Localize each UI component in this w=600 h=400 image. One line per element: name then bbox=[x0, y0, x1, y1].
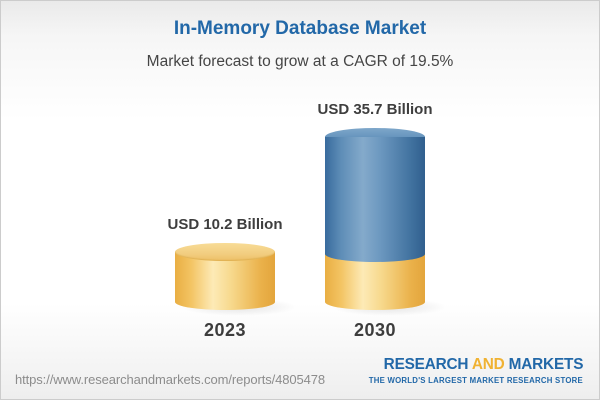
bar-2023-top-face bbox=[175, 242, 275, 261]
bar-2023: USD 10.2 Billion 2023 bbox=[167, 1, 297, 399]
bar-2023-cylinder-body bbox=[175, 251, 275, 310]
bar-2030: USD 35.7 Billion 2030 bbox=[317, 1, 447, 399]
bar-2030-growth-segment bbox=[325, 136, 425, 262]
x-axis-label-2030: 2030 bbox=[353, 320, 397, 340]
logo-word-and: AND bbox=[471, 356, 505, 373]
logo-tagline: THE WORLD'S LARGEST MARKET RESEARCH STOR… bbox=[368, 376, 583, 385]
bar-2030-value-label: USD 35.7 Billion bbox=[317, 100, 433, 118]
chart-subtitle: Market forecast to grow at a CAGR of 19.… bbox=[146, 53, 454, 70]
report-url: https://www.researchandmarkets.com/repor… bbox=[15, 372, 326, 387]
research-and-markets-logo: RESEARCH AND MARKETS THE WORLD'S LARGEST… bbox=[369, 356, 583, 385]
logo-word-research: RESEARCH bbox=[383, 356, 469, 373]
chart-title: In-Memory Database Market bbox=[173, 18, 427, 39]
logo-wordmark: RESEARCH AND MARKETS bbox=[377, 356, 583, 374]
x-axis-label-2023: 2023 bbox=[203, 320, 247, 340]
logo-word-markets: MARKETS bbox=[508, 356, 583, 373]
bar-2023-value-label: USD 10.2 Billion bbox=[167, 215, 283, 233]
